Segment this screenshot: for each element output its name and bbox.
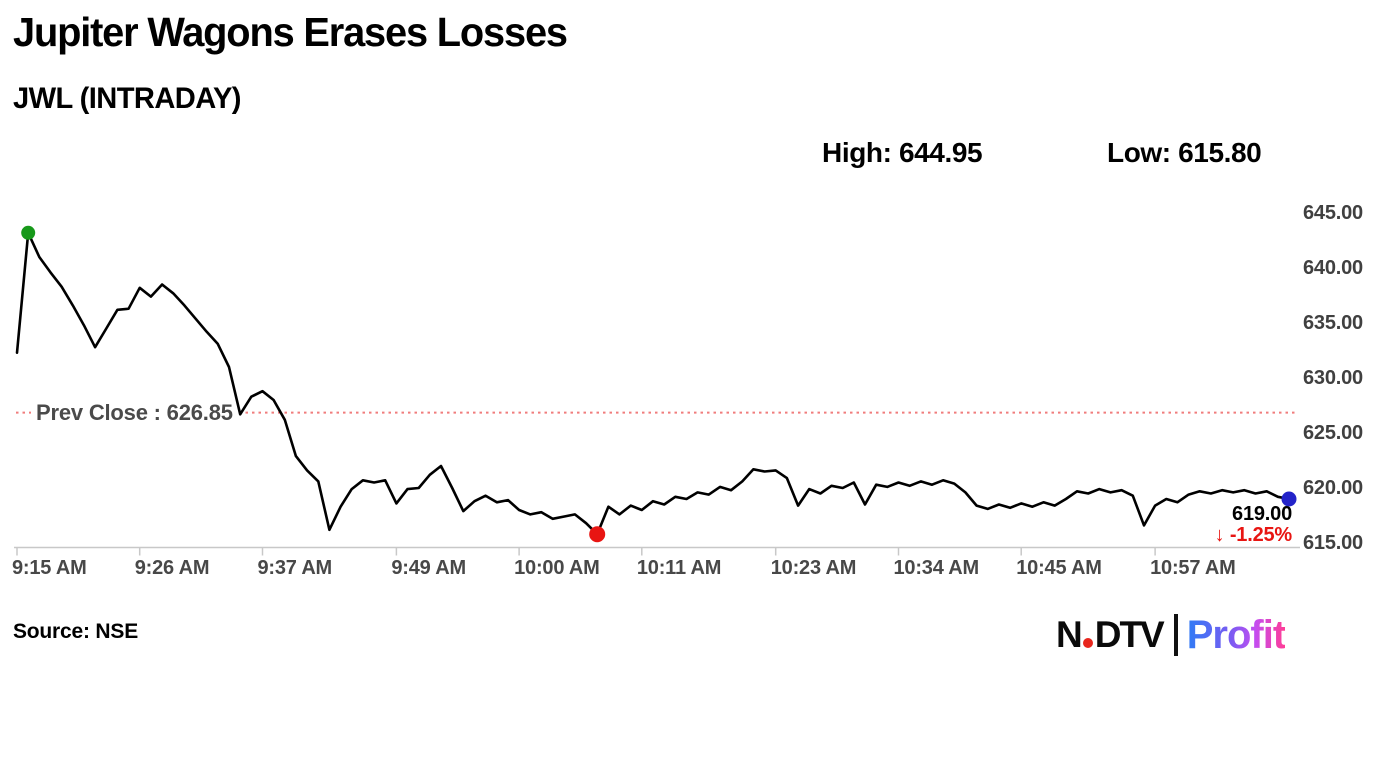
page-title: Jupiter Wagons Erases Losses (13, 9, 568, 55)
low-dot (589, 526, 606, 543)
high-stat: High: 644.95 (822, 137, 983, 169)
x-tick-label: 10:00 AM (514, 557, 600, 579)
ndtv-red-dot-icon (1082, 638, 1093, 648)
ndtv-letter-n: N (1056, 614, 1083, 655)
x-tick-label: 9:49 AM (391, 557, 466, 579)
ndtv-letters-dtv: DTV (1094, 614, 1165, 655)
change-label: ↓ -1.25% (1140, 524, 1293, 546)
x-tick-label: 10:23 AM (770, 557, 857, 579)
ndtv-profit-logo: N DTV Profit (1056, 609, 1286, 661)
x-tick-label: 10:57 AM (1150, 557, 1236, 579)
logo-separator (1173, 614, 1178, 656)
y-tick-label: 645.00 (1303, 202, 1363, 224)
chart-subtitle: JWL (INTRADAY) (13, 82, 241, 115)
y-tick-label: 635.00 (1303, 312, 1363, 334)
x-tick-label: 10:45 AM (1016, 557, 1102, 579)
last-quote: 619.00 ↓ -1.25% (1140, 503, 1293, 546)
high-value: 644.95 (898, 137, 983, 168)
x-tick-label: 10:34 AM (893, 557, 979, 579)
y-tick-label: 630.00 (1303, 367, 1363, 389)
ndtv-wordmark: N DTV (1056, 614, 1165, 655)
prev-close-label: Prev Close : 626.85 (36, 399, 233, 425)
low-value: 615.80 (1178, 137, 1262, 168)
y-tick-label: 640.00 (1303, 257, 1363, 279)
high-label: High: (822, 137, 892, 168)
y-tick-label: 620.00 (1303, 477, 1363, 499)
low-stat: Low: 615.80 (1107, 137, 1262, 169)
y-tick-label: 615.00 (1303, 532, 1363, 554)
low-label: Low: (1107, 137, 1171, 168)
profit-wordmark: Profit (1186, 613, 1286, 657)
open-peak-dot (21, 225, 36, 240)
y-tick-label: 625.00 (1303, 422, 1363, 444)
x-tick-label: 9:37 AM (257, 557, 333, 579)
change-value: -1.25% (1229, 524, 1292, 546)
last-dot (1281, 491, 1297, 507)
source-label: Source: NSE (13, 620, 138, 643)
down-arrow-icon: ↓ (1214, 524, 1225, 546)
last-price-label: 619.00 (1232, 503, 1292, 525)
x-tick-label: 10:11 AM (636, 557, 722, 579)
x-tick-label: 9:26 AM (134, 557, 210, 579)
x-tick-label: 9:15 AM (12, 557, 87, 579)
price-line (15, 231, 1291, 536)
